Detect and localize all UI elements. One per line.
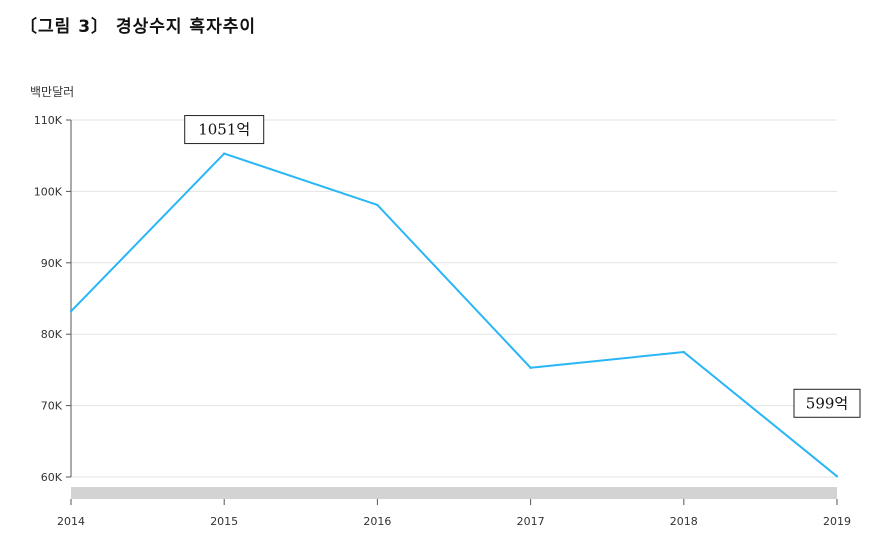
- x-axis-ticks: 2014 2015 2016 2017 2018 2019: [57, 499, 851, 528]
- x-tick-label: 2016: [363, 515, 391, 528]
- annotation-callout: 599억: [793, 388, 861, 418]
- y-tick-label: 60K: [41, 471, 63, 484]
- data-point: [69, 310, 73, 313]
- x-tick-label: 2019: [823, 515, 851, 528]
- y-axis-unit-label: 백만달러: [30, 85, 74, 99]
- grid-lines: [71, 119, 837, 478]
- y-tick-label: 100K: [34, 185, 63, 198]
- data-point: [223, 152, 226, 155]
- x-tick-label: 2014: [57, 515, 85, 528]
- data-point: [835, 475, 839, 478]
- y-tick-label: 90K: [41, 257, 63, 270]
- x-tick-label: 2018: [670, 515, 698, 528]
- data-point: [376, 203, 379, 207]
- annotation-box: [184, 115, 265, 145]
- y-tick-label: 70K: [41, 400, 63, 413]
- annotation-text: 599억: [806, 394, 848, 412]
- annotation-text: 1051억: [198, 121, 250, 139]
- y-axis-ticks: 60K 70K 80K 90K 100K 110K: [34, 114, 71, 484]
- series-line: [70, 152, 838, 478]
- annotation-callout: 1051억: [184, 115, 265, 145]
- data-point: [682, 350, 685, 354]
- annotation-box: [793, 388, 861, 418]
- annotations: 1051억 599억: [69, 115, 861, 478]
- y-tick-label: 110K: [34, 114, 63, 127]
- horizontal-scrollbar[interactable]: [71, 487, 837, 499]
- figure-title: 〔그림 3〕 경상수지 흑자추이: [20, 17, 256, 37]
- y-tick-label: 80K: [41, 328, 63, 341]
- data-point: [529, 366, 532, 369]
- x-tick-label: 2017: [517, 515, 545, 528]
- x-tick-label: 2015: [210, 515, 238, 528]
